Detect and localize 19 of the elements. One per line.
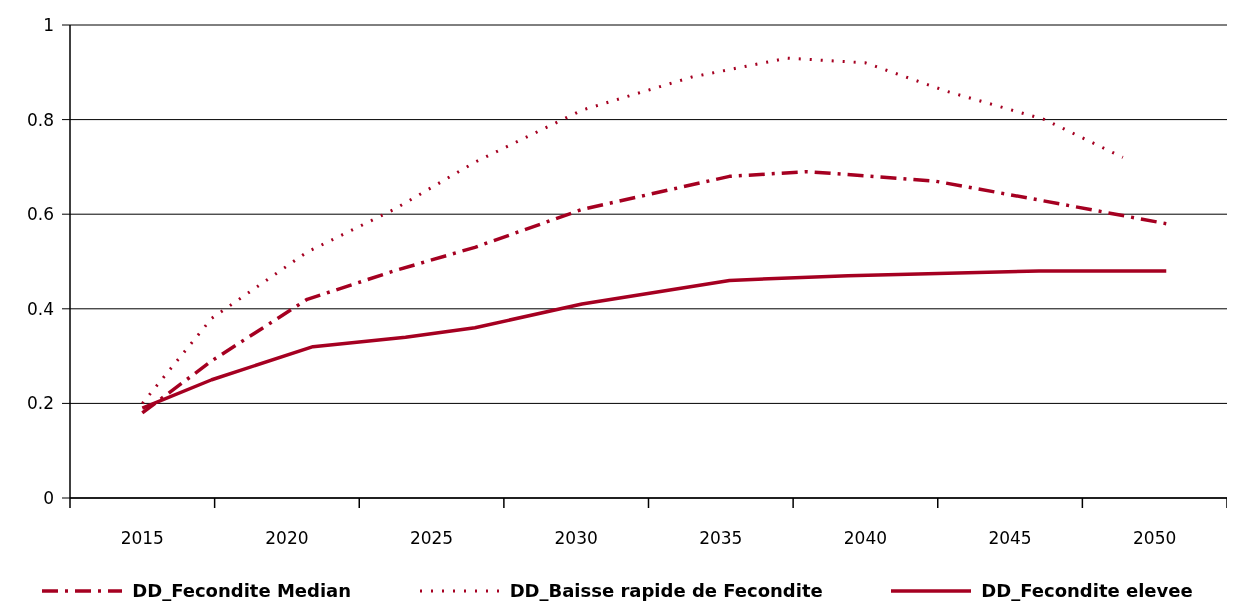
legend-label: DD_Fecondite Median <box>132 580 352 601</box>
y-tick-label: 0.6 <box>26 204 54 225</box>
y-tick-label: 0.8 <box>26 109 54 130</box>
y-tick-label: 0 <box>43 488 54 508</box>
legend-label: DD_Fecondite elevee <box>981 580 1193 601</box>
x-tick-label: 2050 <box>1133 528 1177 548</box>
line-series <box>140 169 1169 415</box>
legend-label: DD_Baisse rapide de Fecondite <box>509 580 823 601</box>
line-series <box>140 56 1125 405</box>
x-tick-label: 2025 <box>409 528 454 548</box>
y-tick-label: 1 <box>43 15 54 35</box>
x-tick-label: 2020 <box>265 528 309 548</box>
x-tick-label: 2045 <box>988 528 1032 548</box>
x-tick-label: 2015 <box>120 528 164 548</box>
x-tick-label: 2040 <box>843 528 888 548</box>
x-tick-label: 2035 <box>699 528 743 548</box>
y-tick-label: 0.2 <box>26 393 54 414</box>
y-tick-label: 0.4 <box>26 298 54 319</box>
x-tick-label: 2030 <box>554 528 598 548</box>
